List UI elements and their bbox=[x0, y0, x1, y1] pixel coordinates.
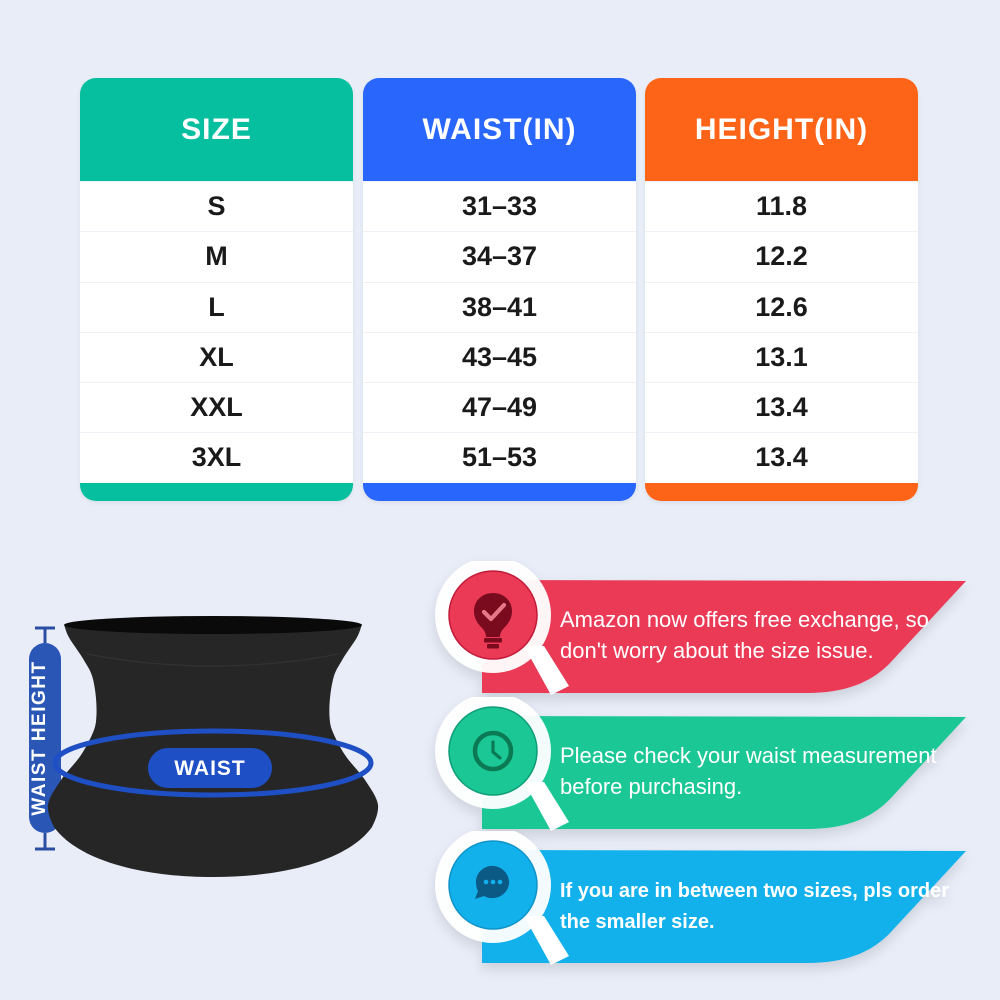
svg-text:If you are in between two size: If you are in between two sizes, pls ord… bbox=[560, 880, 949, 902]
svg-text:WAIST HEIGHT: WAIST HEIGHT bbox=[29, 660, 50, 815]
svg-text:before purchasing.: before purchasing. bbox=[560, 774, 742, 799]
svg-text:the smaller size.: the smaller size. bbox=[560, 911, 715, 933]
svg-text:Amazon now offers free exchang: Amazon now offers free exchange, so bbox=[560, 607, 929, 632]
svg-text:don't worry about the size iss: don't worry about the size issue. bbox=[560, 638, 874, 663]
svg-text:Please check your waist measur: Please check your waist measurement bbox=[560, 743, 937, 768]
svg-text:WAIST: WAIST bbox=[174, 757, 246, 780]
